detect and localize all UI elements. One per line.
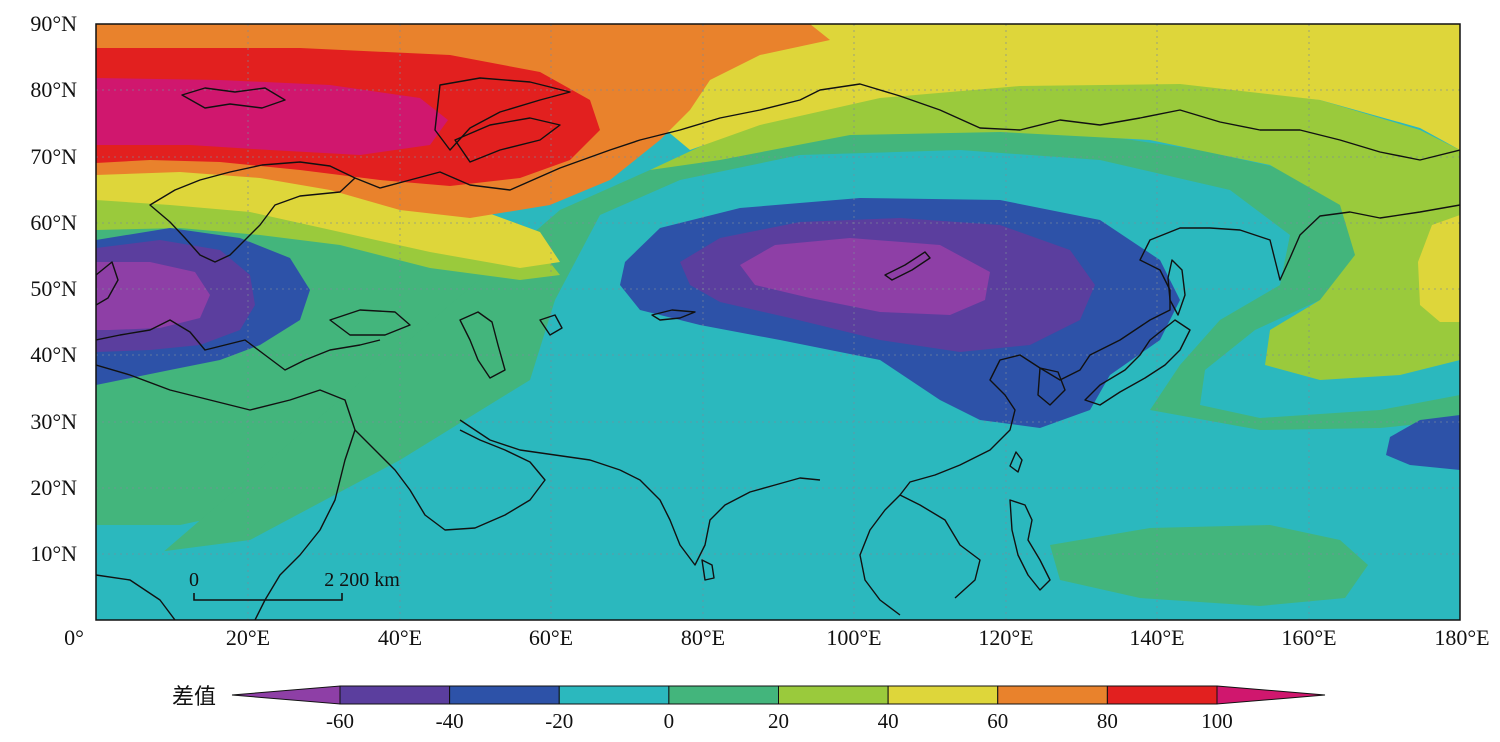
colorbar-segment [339, 685, 451, 705]
lat-label-50n: 50°N [30, 276, 77, 301]
lat-label-90n: 90°N [30, 11, 77, 36]
coastline-taiwan [1009, 451, 1023, 473]
coastline-balkhash [651, 309, 696, 321]
coastline-africa [96, 364, 356, 620]
colorbar-title: 差值 [172, 684, 216, 709]
lat-label-30n: 30°N [30, 409, 77, 434]
coastline-aral [539, 314, 563, 336]
latitude-labels: 90°N 80°N 70°N 60°N 50°N 40°N 30°N 20°N … [30, 11, 77, 566]
colorbar-tick-label: 80 [1097, 709, 1118, 733]
coastline-sakhalin [1167, 259, 1186, 316]
scale-bar-line [193, 593, 343, 601]
lat-label-80n: 80°N [30, 77, 77, 102]
colorbar-tick-label: 40 [878, 709, 899, 733]
colorbar-tick-label: 60 [987, 709, 1008, 733]
colorbar-tick-label: 100 [1201, 709, 1233, 733]
lat-label-10n: 10°N [30, 541, 77, 566]
coastlines [96, 77, 1460, 620]
coastline-iran [459, 419, 621, 471]
field-band-40-60 [96, 155, 560, 268]
map-frame [95, 23, 1461, 621]
coastline-black-sea [329, 309, 411, 336]
field-low-europe-band3 [96, 262, 210, 330]
lat-label-70n: 70°N [30, 144, 77, 169]
lon-label-100e: 100°E [826, 625, 881, 650]
coastline-caspian [459, 311, 506, 379]
scale-bar-end-label: 2 200 km [324, 569, 400, 591]
field-band-40-60-north [660, 24, 1460, 150]
colorbar-segment-below-min [231, 685, 341, 705]
colorbar-tick-labels: -60 -40 -20 0 20 40 60 80 100 [326, 709, 1233, 733]
coastline-japan [1084, 319, 1191, 406]
lon-label-20e: 20°E [226, 625, 270, 650]
field-band-40-60-dateline [1418, 215, 1460, 322]
scale-bar-start-label: 0 [189, 569, 199, 591]
coastline-asia-east [899, 204, 1460, 599]
lon-label-140e: 140°E [1129, 625, 1184, 650]
colorbar-segment [997, 685, 1108, 705]
field-band-gt-100 [96, 78, 448, 155]
colorbar-segment [778, 685, 889, 705]
coastline-novaya-zemlya [434, 77, 571, 151]
coastline-british-isles [96, 261, 119, 306]
lon-label-120e: 120°E [978, 625, 1033, 650]
coastline-svalbard [181, 87, 286, 109]
lat-label-40n: 40°N [30, 342, 77, 367]
colorbar-tick-label: -60 [326, 709, 354, 733]
colorbar-segment [668, 685, 779, 705]
colorbar-segment [1106, 685, 1218, 705]
scale-bar: 0 2 200 km [189, 569, 400, 601]
lat-label-20n: 20°N [30, 475, 77, 500]
longitude-labels: 0° 20°E 40°E 60°E 80°E 100°E 120°E 140°E… [64, 625, 1490, 650]
lat-label-60n: 60°N [30, 210, 77, 235]
coastline-indochina [859, 494, 901, 616]
lon-label-60e: 60°E [529, 625, 573, 650]
coastline-india [619, 469, 821, 566]
lon-label-160e: 160°E [1281, 625, 1336, 650]
coastline-novaya-zemlya-south [454, 117, 561, 163]
field-band-0-20-pacific [1050, 525, 1368, 606]
lon-label-40e: 40°E [378, 625, 422, 650]
coastline-korea [1037, 367, 1066, 406]
colorbar-segment [887, 685, 999, 705]
lon-label-180e: 180°E [1434, 625, 1489, 650]
colorbar-segment-above-max [1216, 685, 1326, 705]
coastline-asia-north [354, 83, 1460, 191]
field-low-pacific [1386, 415, 1460, 470]
coastline-arabia [354, 429, 546, 531]
colorbar-tick-label: -40 [436, 709, 464, 733]
colorbar-segment [558, 685, 670, 705]
colorbar-segment [449, 685, 560, 705]
field-low-asia-band3 [740, 238, 990, 315]
coastline-africa-west [96, 574, 176, 620]
coastline-scandinavia [149, 161, 356, 263]
colorbar-tick-label: -20 [545, 709, 573, 733]
coastline-baikal [884, 251, 931, 281]
lon-label-80e: 80°E [681, 625, 725, 650]
coastline-sri-lanka [701, 559, 715, 581]
colorbar-tick-label: 20 [768, 709, 789, 733]
colorbar-segments [231, 685, 1326, 705]
colorbar: 差值 -60 -40 -20 0 20 40 60 80 100 [172, 684, 1326, 733]
coastline-europe-south [96, 319, 381, 371]
map-panel [96, 24, 1460, 620]
coastline-philippines [1009, 499, 1051, 591]
field-band-20-40-east [650, 82, 1460, 380]
colorbar-tick-label: 0 [664, 709, 675, 733]
lon-label-0: 0° [64, 625, 84, 650]
